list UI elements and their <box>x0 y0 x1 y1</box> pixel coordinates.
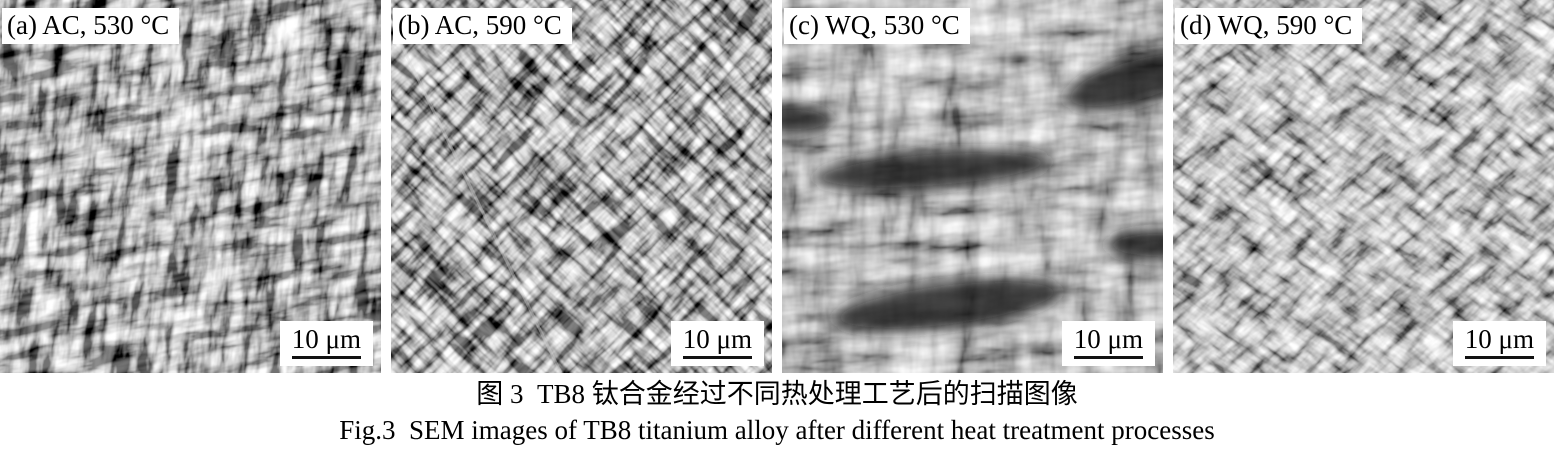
sem-micrograph-texture-c <box>782 0 1163 373</box>
scale-bar-d: 10 μm <box>1452 321 1546 366</box>
scale-bar-text-c: 10 μm <box>1073 324 1143 354</box>
scale-bar-a: 10 μm <box>279 321 373 366</box>
scale-bar-line-b <box>682 356 752 359</box>
scale-bar-text-d: 10 μm <box>1464 324 1534 354</box>
caption-chinese: 图 3 TB8 钛合金经过不同热处理工艺后的扫描图像 <box>476 379 1078 409</box>
panel-label-b: (b) AC, 590 °C <box>393 8 572 44</box>
scale-bar-line-c <box>1073 356 1143 359</box>
panel-label-c: (c) WQ, 530 °C <box>784 8 970 44</box>
caption-english: Fig.3 SEM images of TB8 titanium alloy a… <box>339 415 1215 445</box>
scale-bar-line-d <box>1464 356 1534 359</box>
scale-bar-c: 10 μm <box>1061 321 1155 366</box>
scale-bar-line-a <box>291 356 361 359</box>
sem-micrograph-texture-d <box>1173 0 1554 373</box>
sem-micrograph-texture-a <box>0 0 381 373</box>
scale-bar-text-b: 10 μm <box>682 324 752 354</box>
sem-micrograph-texture-b <box>391 0 772 373</box>
panel-label-d: (d) WQ, 590 °C <box>1175 8 1363 44</box>
sem-panel-c: (c) WQ, 530 °C 10 μm <box>782 0 1163 373</box>
scale-bar-text-a: 10 μm <box>291 324 361 354</box>
panel-label-a: (a) AC, 530 °C <box>2 8 180 44</box>
figure-caption: 图 3 TB8 钛合金经过不同热处理工艺后的扫描图像 Fig.3 SEM ima… <box>0 375 1554 447</box>
scale-bar-b: 10 μm <box>670 321 764 366</box>
sem-panel-a: (a) AC, 530 °C 10 μm <box>0 0 381 373</box>
grain-boundary-blobs <box>782 49 1163 333</box>
sem-panel-d: (d) WQ, 590 °C 10 μm <box>1173 0 1554 373</box>
sem-panel-b: (b) AC, 590 °C 10 μm <box>391 0 772 373</box>
